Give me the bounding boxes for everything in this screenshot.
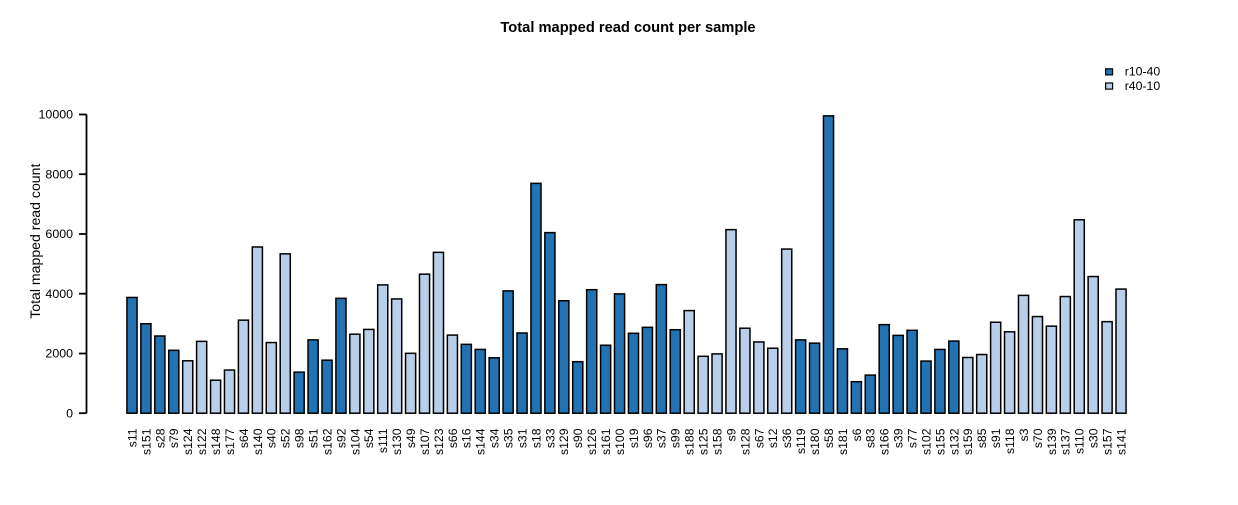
svg-text:s51: s51	[306, 428, 320, 448]
svg-text:s54: s54	[362, 428, 376, 448]
svg-text:r40-10: r40-10	[1125, 79, 1161, 93]
svg-text:s166: s166	[878, 428, 892, 455]
svg-text:s39: s39	[892, 428, 906, 448]
svg-text:s159: s159	[961, 428, 975, 455]
svg-text:Total mapped read count: Total mapped read count	[27, 164, 43, 319]
svg-text:s99: s99	[669, 428, 683, 448]
svg-text:s107: s107	[418, 428, 432, 455]
svg-text:s130: s130	[390, 428, 404, 455]
svg-text:s96: s96	[641, 428, 655, 448]
svg-text:s92: s92	[334, 428, 348, 448]
svg-text:s124: s124	[181, 428, 195, 455]
svg-text:s123: s123	[432, 428, 446, 455]
svg-text:s141: s141	[1114, 428, 1128, 455]
svg-text:s188: s188	[683, 428, 697, 455]
svg-text:s67: s67	[752, 428, 766, 448]
svg-text:0: 0	[66, 406, 73, 420]
svg-text:s11: s11	[125, 428, 139, 447]
svg-text:s132: s132	[947, 428, 961, 455]
svg-text:s104: s104	[348, 428, 362, 455]
svg-text:s91: s91	[989, 428, 1003, 448]
svg-text:s125: s125	[697, 428, 711, 455]
svg-text:s139: s139	[1045, 428, 1059, 455]
svg-text:s12: s12	[766, 428, 780, 448]
svg-text:s35: s35	[502, 428, 516, 448]
svg-text:s77: s77	[905, 428, 919, 448]
svg-text:s40: s40	[265, 428, 279, 448]
svg-text:s16: s16	[460, 428, 474, 448]
svg-text:s31: s31	[515, 428, 529, 448]
svg-text:s6: s6	[850, 428, 864, 441]
svg-text:s70: s70	[1031, 428, 1045, 448]
svg-text:s79: s79	[167, 428, 181, 448]
svg-text:s64: s64	[237, 428, 251, 448]
svg-text:6000: 6000	[45, 227, 73, 241]
svg-text:s100: s100	[613, 428, 627, 455]
svg-text:s162: s162	[320, 428, 334, 455]
svg-text:s36: s36	[780, 428, 794, 448]
svg-text:s119: s119	[794, 428, 808, 454]
svg-text:s129: s129	[557, 428, 571, 455]
svg-text:s128: s128	[738, 428, 752, 455]
svg-text:s144: s144	[474, 428, 488, 455]
svg-text:s148: s148	[209, 428, 223, 455]
svg-text:s19: s19	[627, 428, 641, 448]
svg-text:s33: s33	[543, 428, 557, 448]
svg-text:s83: s83	[864, 428, 878, 448]
svg-text:8000: 8000	[45, 167, 73, 181]
svg-text:s180: s180	[808, 428, 822, 455]
svg-text:s137: s137	[1059, 428, 1073, 455]
svg-text:s122: s122	[195, 428, 209, 455]
svg-text:s158: s158	[710, 428, 724, 455]
svg-text:s177: s177	[223, 428, 237, 455]
svg-text:s157: s157	[1101, 428, 1115, 455]
svg-text:s37: s37	[655, 428, 669, 448]
svg-text:s161: s161	[599, 428, 613, 455]
svg-text:s30: s30	[1087, 428, 1101, 448]
svg-text:s90: s90	[571, 428, 585, 448]
svg-text:s66: s66	[446, 428, 460, 448]
svg-text:s181: s181	[836, 428, 850, 455]
svg-text:s34: s34	[488, 428, 502, 448]
svg-text:2000: 2000	[45, 347, 73, 361]
svg-text:s110: s110	[1073, 428, 1087, 454]
svg-text:s28: s28	[153, 428, 167, 448]
svg-text:s111: s111	[376, 428, 390, 453]
svg-text:s155: s155	[933, 428, 947, 455]
svg-text:r10-40: r10-40	[1125, 65, 1161, 79]
svg-text:s98: s98	[293, 428, 307, 448]
svg-text:s140: s140	[251, 428, 265, 455]
svg-text:s49: s49	[404, 428, 418, 448]
svg-text:s118: s118	[1003, 428, 1017, 454]
svg-text:s102: s102	[919, 428, 933, 455]
svg-text:Total mapped read count per sa: Total mapped read count per sample	[500, 20, 755, 36]
svg-text:s151: s151	[139, 428, 153, 455]
svg-text:s18: s18	[529, 428, 543, 448]
svg-text:s126: s126	[585, 428, 599, 455]
svg-text:s3: s3	[1017, 428, 1031, 441]
svg-text:4000: 4000	[45, 287, 73, 301]
svg-text:s58: s58	[822, 428, 836, 448]
svg-text:10000: 10000	[39, 108, 74, 122]
svg-text:s85: s85	[975, 428, 989, 448]
svg-text:s9: s9	[724, 428, 738, 441]
svg-text:s52: s52	[279, 428, 293, 448]
